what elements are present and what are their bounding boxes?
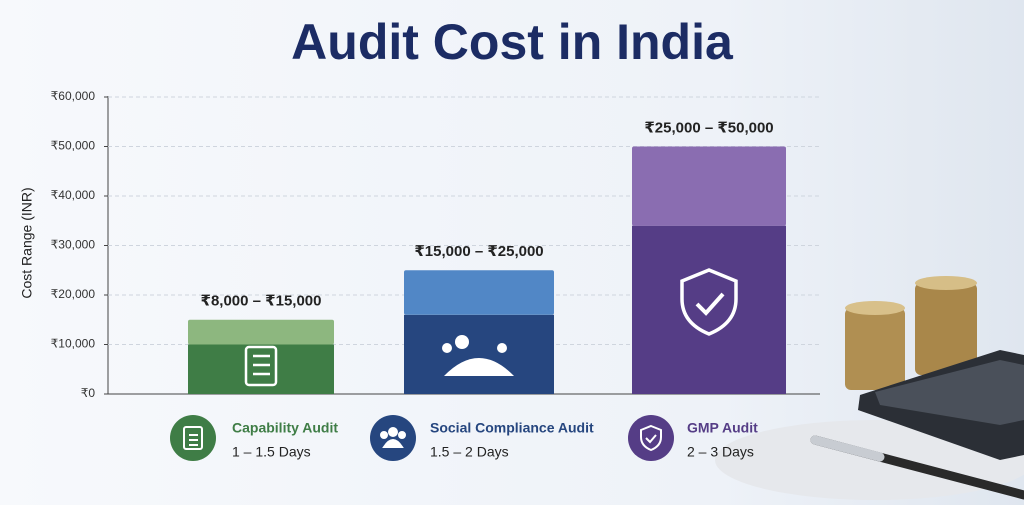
- legend-icon: [170, 415, 674, 461]
- bar-icon: [244, 345, 278, 387]
- decor-coins-calculator: [715, 276, 1024, 500]
- chart-title: Audit Cost in India: [291, 14, 734, 70]
- category-label: GMP Audit: [687, 420, 758, 436]
- y-axis-label: Cost Range (INR): [19, 187, 35, 298]
- bar-segment: [188, 319, 334, 345]
- bar-icon: [455, 335, 469, 349]
- bar-segment: [632, 146, 786, 226]
- y-tick-label: ₹40,000: [51, 188, 96, 202]
- y-tick-label: ₹50,000: [51, 139, 96, 153]
- bar-segment: [404, 270, 554, 315]
- bar-segment: [404, 314, 554, 394]
- duration-label: 1 – 1.5 Days: [232, 444, 311, 460]
- bar-icons: [244, 268, 738, 387]
- duration-label: 1.5 – 2 Days: [430, 444, 509, 460]
- y-tick-label: ₹30,000: [51, 238, 96, 252]
- y-tick-label: ₹20,000: [51, 287, 96, 301]
- y-tick-label: ₹10,000: [51, 337, 96, 351]
- duration-label: 2 – 3 Days: [687, 444, 754, 460]
- range-label: ₹25,000 – ₹50,000: [644, 119, 773, 136]
- bar-segment: [188, 344, 334, 394]
- bar-icon: [695, 292, 725, 316]
- bar-icon: [497, 343, 507, 353]
- y-tick-label: ₹60,000: [51, 89, 96, 103]
- range-label: ₹8,000 – ₹15,000: [201, 293, 322, 310]
- y-tick-label: ₹0: [81, 386, 96, 400]
- bar-icon: [444, 358, 514, 376]
- bar-icon: [442, 343, 452, 353]
- range-label: ₹15,000 – ₹25,000: [414, 243, 543, 260]
- bar-icon: [680, 268, 738, 336]
- legend: [170, 415, 674, 461]
- category-label: Social Compliance Audit: [430, 420, 594, 436]
- category-label: Capability Audit: [232, 420, 338, 436]
